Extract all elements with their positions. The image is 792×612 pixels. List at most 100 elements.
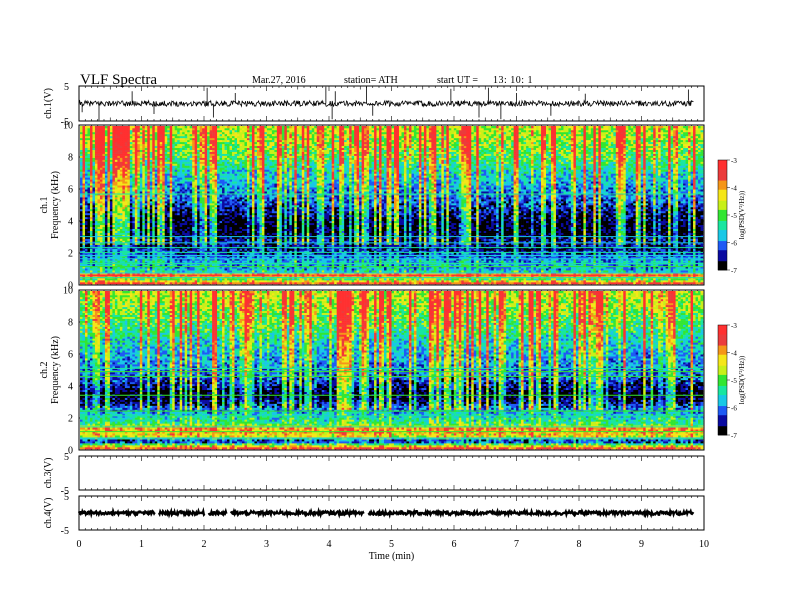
psd-cell [175, 278, 178, 280]
psd-cell [100, 278, 103, 280]
psd-cell [486, 270, 489, 272]
psd-cell [284, 280, 287, 282]
psd-cell [112, 260, 115, 262]
psd-cell [379, 274, 382, 276]
psd-cell [307, 280, 310, 282]
psd-cell [122, 280, 125, 282]
psd-cell [102, 280, 105, 282]
psd-cell [272, 280, 275, 282]
psd-cell [317, 268, 320, 270]
psd-cell [693, 278, 696, 280]
psd-cell [297, 268, 300, 270]
psd-cell [696, 280, 699, 282]
psd-cell [536, 274, 539, 276]
psd-cell [352, 268, 355, 270]
psd-cell [444, 270, 447, 272]
psd-cell [95, 282, 98, 284]
psd-cell [698, 278, 701, 280]
psd-cell [222, 260, 225, 262]
psd-cell [299, 274, 302, 276]
psd-cell [546, 278, 549, 280]
psd-cell [663, 260, 666, 262]
psd-cell [588, 260, 591, 262]
psd-cell [372, 268, 375, 270]
psd-cell [444, 260, 447, 262]
psd-cell [364, 270, 367, 272]
psd-cell [646, 280, 649, 282]
psd-cell [167, 260, 170, 262]
psd-cell [593, 260, 596, 262]
psd-cell [651, 282, 654, 284]
psd-cell [294, 268, 297, 270]
psd-cell [683, 274, 686, 276]
psd-cell [180, 282, 183, 284]
psd-cell [461, 260, 464, 262]
psd-cell [319, 280, 322, 282]
psd-cell [499, 280, 502, 282]
psd-cell [519, 280, 522, 282]
psd-cell [404, 274, 407, 276]
psd-cell [456, 274, 459, 276]
psd-cell [357, 260, 360, 262]
psd-cell [524, 282, 527, 284]
psd-cell [87, 280, 90, 282]
psd-cell [673, 274, 676, 276]
psd-cell [676, 270, 679, 272]
psd-cell [396, 280, 399, 282]
psd-cell [656, 280, 659, 282]
psd-cell [566, 280, 569, 282]
psd-cell [563, 278, 566, 280]
y-tick-label: 8 [68, 153, 73, 164]
psd-cell [392, 268, 395, 270]
psd-cell [235, 280, 238, 282]
psd-cell [656, 268, 659, 270]
psd-cell [220, 280, 223, 282]
psd-cell [230, 274, 233, 276]
psd-cell [441, 282, 444, 284]
psd-cell [424, 270, 427, 272]
psd-cell [561, 268, 564, 270]
psd-cell [401, 260, 404, 262]
psd-cell [372, 278, 375, 280]
psd-cell [476, 260, 479, 262]
psd-cell [449, 282, 452, 284]
psd-cell [207, 268, 210, 270]
psd-cell [284, 270, 287, 272]
psd-cell [309, 280, 312, 282]
psd-cell [182, 278, 185, 280]
psd-cell [536, 282, 539, 284]
psd-cell [379, 278, 382, 280]
psd-cell [656, 282, 659, 284]
psd-cell [491, 280, 494, 282]
psd-cell [145, 260, 148, 262]
psd-cell [282, 260, 285, 262]
psd-cell [304, 270, 307, 272]
psd-cell [431, 268, 434, 270]
psd-cell [225, 282, 228, 284]
psd-cell [461, 280, 464, 282]
psd-cell [322, 280, 325, 282]
psd-cell [653, 280, 656, 282]
psd-cell [267, 270, 270, 272]
psd-cell [544, 270, 547, 272]
psd-cell [369, 270, 372, 272]
psd-cell [274, 278, 277, 280]
psd-cell [469, 282, 472, 284]
psd-cell [80, 274, 83, 276]
psd-cell [377, 270, 380, 272]
psd-cell [202, 270, 205, 272]
psd-cell [90, 280, 93, 282]
psd-cell [180, 268, 183, 270]
psd-cell [97, 274, 100, 276]
psd-cell [130, 280, 133, 282]
psd-cell [367, 268, 370, 270]
psd-cell [633, 268, 636, 270]
psd-cell [175, 280, 178, 282]
psd-cell [499, 268, 502, 270]
psd-cell [691, 268, 694, 270]
psd-cell [254, 270, 257, 272]
psd-cell [658, 274, 661, 276]
psd-cell [155, 268, 158, 270]
psd-cell [419, 270, 422, 272]
psd-cell [681, 280, 684, 282]
